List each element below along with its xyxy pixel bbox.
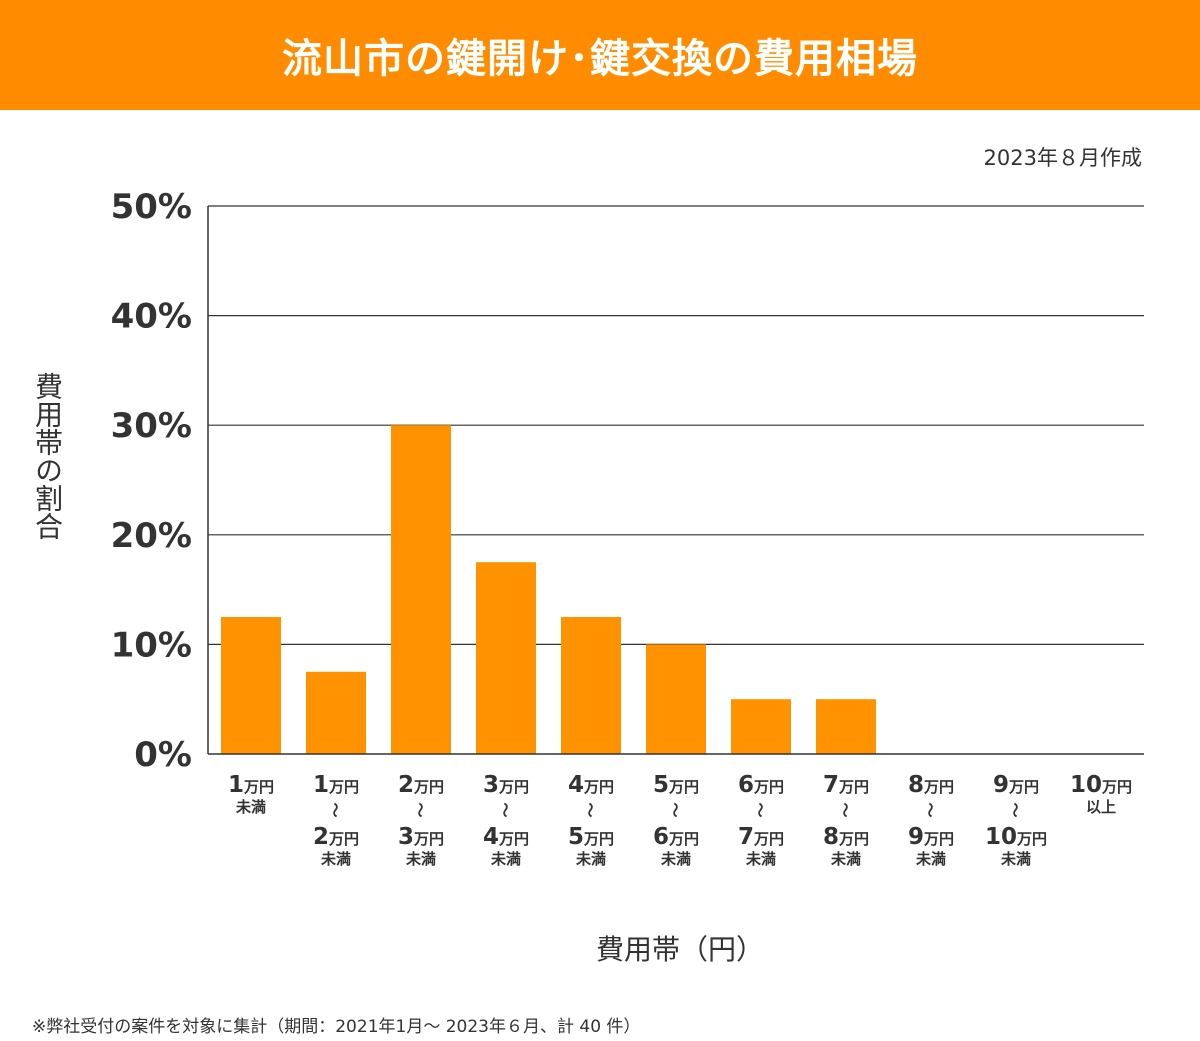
x-tick-label: 9万円 <box>993 772 1039 798</box>
range-mark: 〜 <box>581 802 599 817</box>
bar <box>306 671 366 754</box>
range-suffix: 未満 <box>915 850 946 868</box>
x-tick-label: 5万円 <box>653 772 699 798</box>
range-mark: 〜 <box>411 802 429 817</box>
x-tick-label: 7万円 <box>823 772 869 798</box>
x-tick-label: 6万円 <box>738 772 784 798</box>
y-tick-label: 20% <box>111 516 192 556</box>
bar <box>731 699 791 754</box>
x-tick-label: 2万円 <box>313 824 359 850</box>
x-tick-label: 5万円 <box>568 824 614 850</box>
range-suffix: 未満 <box>575 850 606 868</box>
range-mark: 〜 <box>1006 802 1024 817</box>
x-tick-label: 2万円 <box>398 772 444 798</box>
x-axis-label: 費用帯（円） <box>595 933 764 966</box>
range-suffix: 未満 <box>235 798 266 816</box>
bar <box>391 425 451 754</box>
range-mark: 〜 <box>326 802 344 817</box>
y-tick-label: 30% <box>111 406 192 446</box>
x-tick-label: 10万円 <box>985 824 1047 850</box>
y-axis-label: 費用帯の割合 <box>31 372 64 540</box>
range-suffix: 未満 <box>745 850 776 868</box>
bar <box>646 644 706 754</box>
x-tick-label: 9万円 <box>908 824 954 850</box>
bar <box>476 562 536 754</box>
y-tick-label: 0% <box>134 735 192 775</box>
x-tick-label: 8万円 <box>908 772 954 798</box>
range-mark: 〜 <box>666 802 684 817</box>
title-bar: 流山市の鍵開け･鍵交換の費用相場 <box>0 0 1200 110</box>
bar-chart: 0%10%20%30%40%50%1万円未満1万円〜2万円未満2万円〜3万円未満… <box>111 187 1144 868</box>
x-tick-label: 10万円 <box>1070 772 1132 798</box>
chart-title: 流山市の鍵開け･鍵交換の費用相場 <box>282 36 918 82</box>
x-tick-label: 3万円 <box>483 772 529 798</box>
created-date: 2023年８月作成 <box>983 146 1142 170</box>
x-tick-label: 3万円 <box>398 824 444 850</box>
range-mark: 〜 <box>921 802 939 817</box>
range-suffix: 未満 <box>320 850 351 868</box>
x-tick-label: 4万円 <box>568 772 614 798</box>
bar <box>816 699 876 754</box>
bar <box>221 617 281 754</box>
x-tick-label: 1万円 <box>228 772 274 798</box>
range-suffix: 未満 <box>1000 850 1031 868</box>
range-mark: 〜 <box>836 802 854 817</box>
y-tick-label: 40% <box>111 297 192 337</box>
range-suffix: 未満 <box>490 850 521 868</box>
range-suffix: 未満 <box>405 850 436 868</box>
range-suffix: 以上 <box>1086 798 1116 816</box>
y-tick-label: 10% <box>111 625 192 665</box>
x-tick-label: 7万円 <box>738 824 784 850</box>
range-mark: 〜 <box>751 802 769 817</box>
range-mark: 〜 <box>496 802 514 817</box>
x-tick-label: 1万円 <box>313 772 359 798</box>
x-tick-label: 8万円 <box>823 824 869 850</box>
footnote: ※弊社受付の案件を対象に集計（期間：2021年1月～ 2023年６月、計 40 … <box>32 1017 641 1037</box>
range-suffix: 未満 <box>660 850 691 868</box>
y-tick-label: 50% <box>111 187 192 227</box>
bar <box>561 617 621 754</box>
x-tick-label: 4万円 <box>483 824 529 850</box>
x-tick-label: 6万円 <box>653 824 699 850</box>
range-suffix: 未満 <box>830 850 861 868</box>
